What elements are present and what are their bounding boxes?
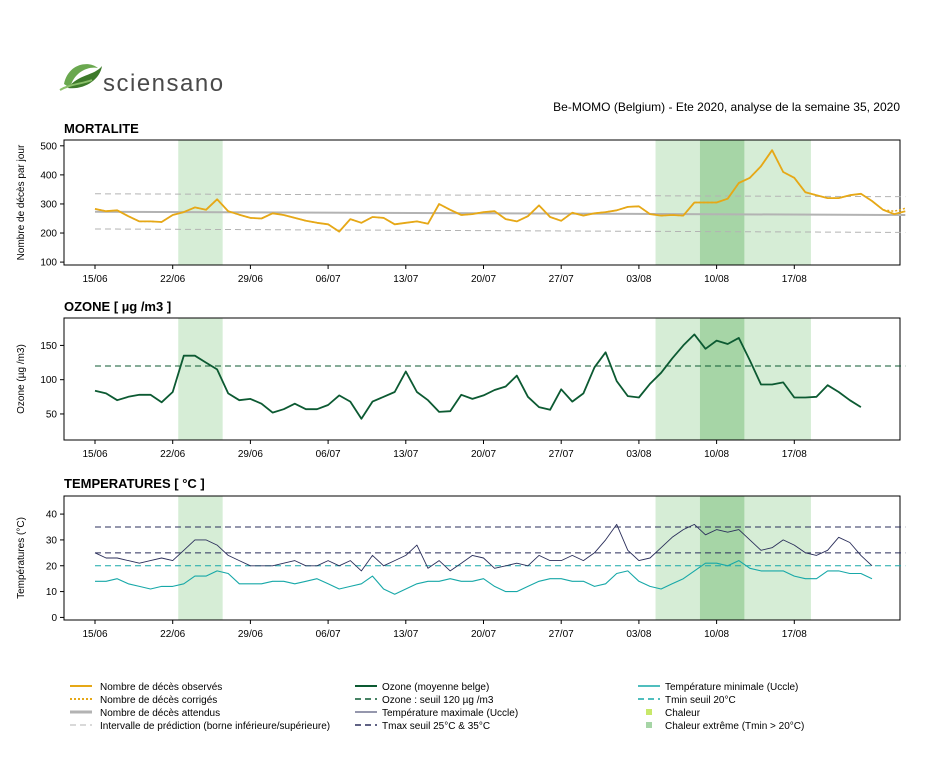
x-tick-label: 22/06 [160, 274, 185, 285]
extreme-heat-period [699, 496, 745, 620]
x-tick-label: 27/07 [549, 629, 574, 640]
x-tick-label: 27/07 [549, 449, 574, 460]
logo-text: sciensano [103, 70, 225, 97]
plot-frame [63, 495, 901, 621]
legend-label: Nombre de décès attendus [100, 708, 220, 719]
x-tick-label: 29/06 [238, 449, 263, 460]
y-axis-label: Températures (°C) [16, 517, 27, 599]
x-tick-label: 27/07 [549, 274, 574, 285]
panel-2 [60, 495, 906, 624]
y-tick-label: 150 [40, 341, 57, 352]
x-tick-label: 15/06 [82, 629, 107, 640]
x-tick-label: 10/08 [704, 629, 729, 640]
y-tick-label: 40 [46, 510, 58, 521]
panel-1 [60, 317, 906, 444]
x-tick-label: 15/06 [82, 449, 107, 460]
legend-label: Nombre de décès observés [100, 682, 222, 693]
x-tick-label: 03/08 [626, 449, 651, 460]
y-tick-label: 300 [40, 199, 57, 210]
x-tick-label: 22/06 [160, 629, 185, 640]
x-tick-label: 29/06 [238, 274, 263, 285]
y-tick-label: 100 [40, 258, 57, 269]
legend-label: Température minimale (Uccle) [665, 682, 798, 693]
panel-0 [60, 139, 906, 269]
x-tick-label: 13/07 [393, 449, 418, 460]
legend-label: Intervalle de prédiction (borne inférieu… [100, 721, 330, 732]
sciensano-logo [59, 64, 102, 91]
x-tick-label: 03/08 [626, 629, 651, 640]
y-axis-label: Ozone (µg /m3) [16, 344, 27, 414]
y-tick-label: 20 [46, 561, 58, 572]
x-tick-label: 20/07 [471, 629, 496, 640]
x-tick-label: 10/08 [704, 449, 729, 460]
legend-swatch [646, 709, 652, 715]
legend-label: Température maximale (Uccle) [382, 708, 518, 719]
legend-label: Chaleur extrême (Tmin > 20°C) [665, 721, 804, 732]
y-tick-label: 30 [46, 535, 58, 546]
legend-label: Chaleur [665, 708, 701, 719]
y-tick-label: 0 [51, 613, 57, 624]
panel-title: OZONE [ µg /m3 ] [64, 299, 171, 314]
x-tick-label: 20/07 [471, 274, 496, 285]
legend-label: Ozone : seuil 120 µg /m3 [382, 695, 494, 706]
x-tick-label: 13/07 [393, 629, 418, 640]
panel-title: MORTALITE [64, 121, 139, 136]
heat-period [178, 318, 223, 440]
x-tick-label: 06/07 [316, 274, 341, 285]
ozone-line [94, 333, 862, 420]
x-tick-label: 10/08 [704, 274, 729, 285]
x-tick-label: 29/06 [238, 629, 263, 640]
interval-lower-line [94, 228, 906, 233]
observed-deaths-line [94, 149, 906, 233]
x-tick-label: 13/07 [393, 274, 418, 285]
x-tick-label: 17/08 [782, 629, 807, 640]
x-tick-label: 06/07 [316, 449, 341, 460]
legend-label: Tmin seuil 20°C [665, 695, 736, 706]
legend-swatch [646, 722, 652, 728]
extreme-heat-period [699, 318, 745, 440]
legend-label: Tmax seuil 25°C & 35°C [382, 721, 490, 732]
y-tick-label: 200 [40, 229, 57, 240]
x-tick-label: 22/06 [160, 449, 185, 460]
panel-title: TEMPERATURES [ °C ] [64, 476, 205, 491]
legend-label: Ozone (moyenne belge) [382, 682, 489, 693]
y-tick-label: 50 [46, 409, 58, 420]
x-tick-label: 17/08 [782, 274, 807, 285]
interval-upper-line [94, 193, 906, 198]
y-tick-label: 100 [40, 375, 57, 386]
x-tick-label: 17/08 [782, 449, 807, 460]
x-tick-label: 15/06 [82, 274, 107, 285]
tmin-line [95, 560, 873, 595]
x-tick-label: 20/07 [471, 449, 496, 460]
heat-period [178, 140, 223, 265]
y-axis-label: Nombre de décès par jour [16, 144, 27, 260]
plot-frame [63, 139, 901, 266]
heat-period [178, 496, 223, 620]
x-tick-label: 03/08 [626, 274, 651, 285]
report-title: Be-MOMO (Belgium) - Ete 2020, analyse de… [553, 100, 900, 114]
tmax-line [94, 523, 873, 572]
y-tick-label: 10 [46, 587, 58, 598]
legend [70, 685, 660, 728]
legend-label: Nombre de décès corrigés [100, 695, 217, 706]
y-tick-label: 500 [40, 141, 57, 152]
y-tick-label: 400 [40, 170, 57, 181]
plot-frame [63, 317, 901, 441]
x-tick-label: 06/07 [316, 629, 341, 640]
